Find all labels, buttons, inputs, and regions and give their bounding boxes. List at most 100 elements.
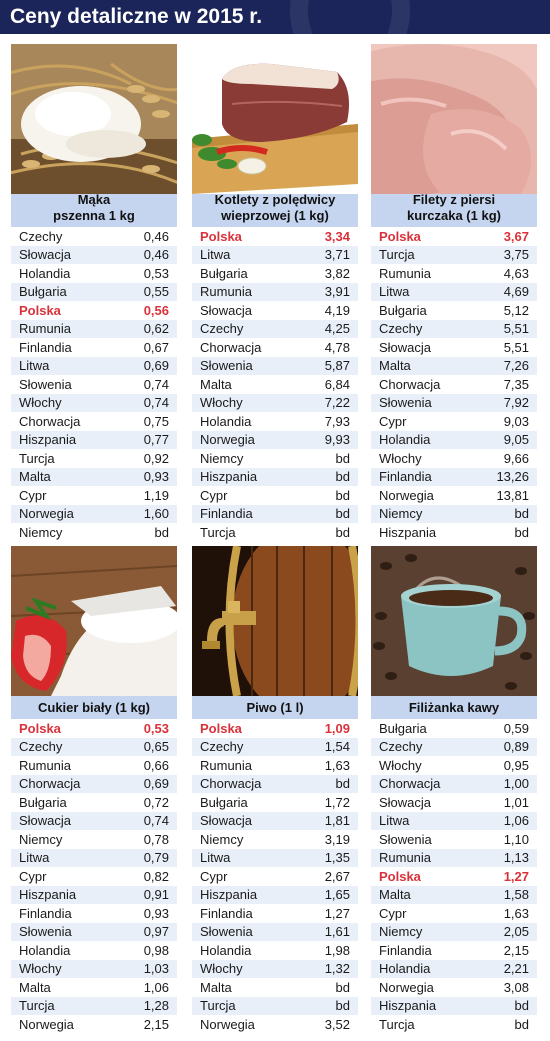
table-row: Słowenia 0,97 (11, 922, 177, 941)
price-value: 1,09 (324, 720, 350, 736)
country-label: Włochy (19, 961, 62, 977)
table-row: Czechy 0,89 (371, 737, 537, 756)
table-row: Włochy 0,74 (11, 393, 177, 412)
country-label: Polska (200, 720, 242, 736)
price-value: 3,19 (324, 831, 350, 847)
country-label: Malta (19, 469, 51, 485)
price-value: 1,60 (143, 506, 169, 522)
price-value: 0,97 (143, 924, 169, 940)
table-row: Chorwacja 1,00 (371, 774, 537, 793)
table-row: Polska 1,27 (371, 867, 537, 886)
country-label: Chorwacja (379, 376, 441, 392)
country-label: Słowacja (379, 794, 432, 810)
table-row: Litwa 0,79 (11, 848, 177, 867)
price-table: Polska 0,53 Czechy 0,65 Rumunia 0,66 Chorwacja… (11, 719, 177, 1034)
price-value: 4,25 (324, 321, 350, 337)
table-row: Turcja bd (192, 523, 358, 542)
country-label: Finlandia (19, 905, 72, 921)
price-value: 3,08 (503, 979, 529, 995)
country-label: Rumunia (19, 757, 72, 773)
price-value: 3,82 (324, 265, 350, 281)
caption-line: Piwo (1 l) (246, 700, 304, 715)
table-row: Norwegia 2,15 (11, 1015, 177, 1034)
price-value: 4,69 (503, 284, 529, 300)
price-value: 2,67 (324, 868, 350, 884)
sugar-strawberry-photo (11, 546, 177, 696)
panel-flour: Mąka pszenna 1 kg Czechy 0,46 Słowacja 0,46… (11, 44, 177, 542)
table-row: Rumunia 4,63 (371, 264, 537, 283)
country-label: Słowacja (19, 813, 72, 829)
country-label: Rumunia (200, 757, 253, 773)
country-label: Polska (379, 228, 421, 244)
price-value: 3,75 (503, 247, 529, 263)
price-value: 0,95 (503, 757, 529, 773)
country-label: Cypr (19, 487, 47, 503)
price-value: bd (335, 469, 350, 485)
table-row: Cypr 2,67 (192, 867, 358, 886)
price-value: bd (335, 506, 350, 522)
table-row: Słowenia 1,61 (192, 922, 358, 941)
caption-line: Filiżanka kawy (408, 700, 500, 715)
price-value: 0,77 (143, 432, 169, 448)
country-label: Cypr (19, 868, 47, 884)
price-value: 0,46 (143, 228, 169, 244)
price-value: 1,01 (503, 794, 529, 810)
table-row: Hiszpania bd (371, 996, 537, 1015)
price-value: 9,66 (503, 450, 529, 466)
table-row: Cypr bd (192, 486, 358, 505)
price-value: 0,93 (143, 469, 169, 485)
price-value: 2,15 (503, 942, 529, 958)
pork-loin-photo (192, 44, 358, 194)
table-row: Turcja bd (192, 996, 358, 1015)
table-row: Holandia 0,98 (11, 941, 177, 960)
price-value: bd (335, 776, 350, 792)
table-row: Malta 1,06 (11, 978, 177, 997)
country-label: Chorwacja (200, 776, 262, 792)
table-row: Polska 1,09 (192, 719, 358, 738)
price-value: 7,26 (503, 358, 529, 374)
country-label: Litwa (379, 813, 410, 829)
price-value: bd (335, 979, 350, 995)
price-value: 4,78 (324, 339, 350, 355)
price-value: 1,81 (324, 813, 350, 829)
table-row: Niemcy bd (371, 504, 537, 523)
country-label: Malta (19, 979, 51, 995)
price-value: 0,93 (143, 905, 169, 921)
price-value: 1,61 (324, 924, 350, 940)
beer-barrel-tap-photo (192, 546, 358, 696)
country-label: Niemcy (200, 450, 244, 466)
price-value: bd (335, 450, 350, 466)
country-label: Norwegia (379, 979, 434, 995)
country-label: Niemcy (19, 524, 63, 540)
table-row: Finlandia 0,67 (11, 338, 177, 357)
country-label: Turcja (379, 247, 415, 263)
table-row: Chorwacja 0,75 (11, 412, 177, 431)
price-table: Polska 1,09 Czechy 1,54 Rumunia 1,63 Chorwacja… (192, 719, 358, 1034)
price-value: 0,78 (143, 831, 169, 847)
country-label: Niemcy (200, 831, 244, 847)
country-label: Słowacja (200, 813, 253, 829)
table-row: Malta bd (192, 978, 358, 997)
country-label: Polska (200, 228, 242, 244)
price-value: 0,98 (143, 942, 169, 958)
table-row: Malta 1,58 (371, 885, 537, 904)
price-value: 9,05 (503, 432, 529, 448)
country-label: Turcja (200, 524, 236, 540)
price-table: Czechy 0,46 Słowacja 0,46 Holandia 0,53 Bułgar… (11, 227, 177, 542)
table-row: Norwegia 1,60 (11, 504, 177, 523)
country-label: Holandia (379, 961, 431, 977)
price-value: 0,66 (143, 757, 169, 773)
country-label: Włochy (19, 395, 62, 411)
price-value: 2,15 (143, 1016, 169, 1032)
price-value: 0,79 (143, 850, 169, 866)
price-value: 1,58 (503, 887, 529, 903)
country-label: Włochy (379, 450, 422, 466)
country-label: Włochy (379, 757, 422, 773)
panel-chicken: Filety z piersi kurczaka (1 kg) Polska 3,… (371, 44, 537, 542)
table-row: Włochy 7,22 (192, 393, 358, 412)
table-row: Finlandia bd (192, 504, 358, 523)
table-row: Holandia 1,98 (192, 941, 358, 960)
table-row: Hiszpania 0,77 (11, 430, 177, 449)
country-label: Cypr (379, 413, 407, 429)
country-label: Hiszpania (379, 524, 437, 540)
